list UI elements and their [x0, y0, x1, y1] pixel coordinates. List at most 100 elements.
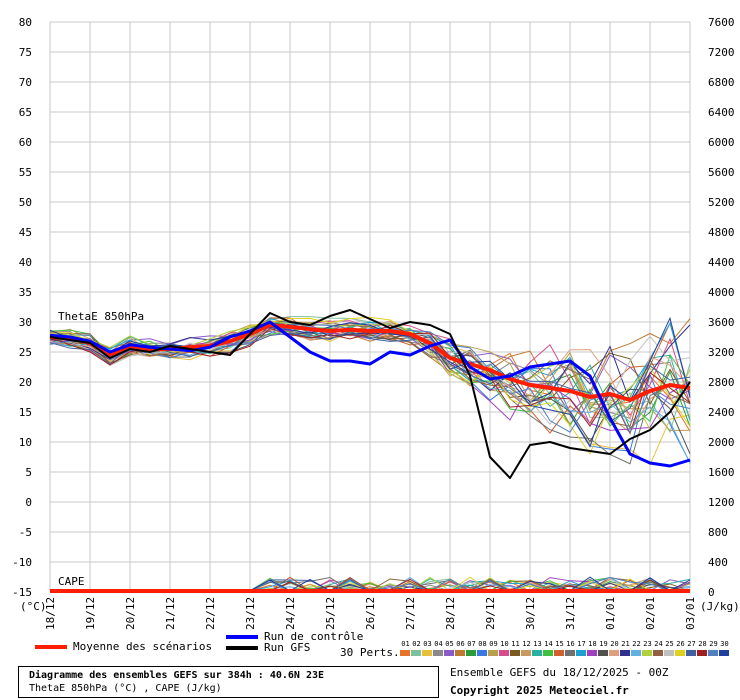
x-tick-label: 21/12: [164, 597, 177, 630]
y-right-tick-label: 1200: [708, 496, 735, 509]
thetae-annotation: ThetaE 850hPa: [58, 310, 144, 323]
pert-legend-item: 26: [675, 640, 686, 656]
perturbation-line: [49, 325, 691, 427]
pert-legend-item: 01: [400, 640, 411, 656]
mean-legend-label: Moyenne des scénarios: [73, 640, 213, 653]
y-right-tick-label: 1600: [708, 466, 735, 479]
pert-legend-item: 07: [466, 640, 477, 656]
diagram-subtitle: ThetaE 850hPa (°C) , CAPE (J/kg): [29, 683, 222, 694]
y-left-tick-label: 50: [19, 196, 32, 209]
x-tick-label: 28/12: [444, 597, 457, 630]
gfs-legend-label: Run GFS: [264, 641, 311, 654]
y-left-tick-label: 80: [19, 16, 32, 29]
mean-legend-swatch: [35, 645, 67, 649]
pert-legend-swatch: [587, 650, 597, 656]
pert-legend-item: 29: [708, 640, 719, 656]
x-tick-label: 01/01: [604, 597, 617, 630]
y-left-tick-label: 25: [19, 346, 32, 359]
pert-legend-swatch: [598, 650, 608, 656]
pert-legend-item: 08: [477, 640, 488, 656]
y-right-tick-label: 6400: [708, 106, 735, 119]
y-right-tick-label: 400: [708, 556, 728, 569]
tick-labels: 80 7600 75 7200 70 6800 65 6400 60 6000 55 5600 50 52…: [12, 16, 734, 630]
pert-legend-swatch: [521, 650, 531, 656]
pert-legend-swatch: [510, 650, 520, 656]
pert-legend-item: 18: [587, 640, 598, 656]
x-tick-label: 20/12: [124, 597, 137, 630]
pert-legend-swatch: [653, 650, 663, 656]
series-line: [49, 309, 691, 479]
pert-legend-item: 16: [565, 640, 576, 656]
y-right-tick-label: 6000: [708, 136, 735, 149]
perturbation-legend: 01 02 03 04 05 06 07 08 09 10 11 12 13 14 15 16 17 18 19 20…: [400, 640, 730, 658]
y-left-tick-label: 40: [19, 256, 32, 269]
x-tick-label: 02/01: [644, 597, 657, 630]
perturbation-line: [49, 316, 691, 448]
x-tick-label: 22/12: [204, 597, 217, 630]
pert-legend-swatch: [642, 650, 652, 656]
y-left-tick-label: 75: [19, 46, 32, 59]
control-legend-label: Run de contrôle: [264, 630, 364, 643]
pert-legend-swatch: [675, 650, 685, 656]
x-tick-label: 26/12: [364, 597, 377, 630]
pert-legend-item: 15: [554, 640, 565, 656]
pert-legend-swatch: [455, 650, 465, 656]
y-right-tick-label: 2400: [708, 406, 735, 419]
grid: [49, 21, 691, 593]
y-left-tick-label: 30: [19, 316, 32, 329]
pert-legend-item: 30: [719, 640, 730, 656]
y-right-tick-label: 4000: [708, 286, 735, 299]
pert-legend-swatch: [477, 650, 487, 656]
y-left-tick-label: 65: [19, 106, 32, 119]
pert-legend-swatch: [719, 650, 729, 656]
perts-legend-label: 30 Perts.: [340, 646, 400, 659]
y-left-tick-label: 55: [19, 166, 32, 179]
pert-legend-swatch: [631, 650, 641, 656]
pert-legend-swatch: [499, 650, 509, 656]
pert-legend-item: 05: [444, 640, 455, 656]
y-right-tick-label: 6800: [708, 76, 735, 89]
pert-legend-item: 14: [543, 640, 554, 656]
pert-legend-item: 21: [620, 640, 631, 656]
x-tick-label: 18/12: [44, 597, 57, 630]
pert-legend-item: 06: [455, 640, 466, 656]
pert-legend-item: 02: [411, 640, 422, 656]
x-tick-label: 25/12: [324, 597, 337, 630]
y-right-tick-label: 5200: [708, 196, 735, 209]
series-line: [49, 320, 691, 468]
pert-legend-item: 13: [532, 640, 543, 656]
y-left-tick-label: -5: [19, 526, 32, 539]
y-right-tick-label: 3200: [708, 346, 735, 359]
pert-legend-swatch: [664, 650, 674, 656]
pert-legend-swatch: [576, 650, 586, 656]
pert-legend-swatch: [422, 650, 432, 656]
y-right-tick-label: 7600: [708, 16, 735, 29]
pert-legend-swatch: [554, 650, 564, 656]
pert-legend-swatch: [532, 650, 542, 656]
pert-legend-swatch: [565, 650, 575, 656]
pert-legend-item: 17: [576, 640, 587, 656]
pert-legend-item: 22: [631, 640, 642, 656]
y-left-tick-label: 70: [19, 76, 32, 89]
pert-legend-swatch: [444, 650, 454, 656]
x-tick-label: 19/12: [84, 597, 97, 630]
pert-legend-swatch: [620, 650, 630, 656]
y-right-tick-label: 0: [708, 586, 715, 599]
y-left-tick-label: -10: [12, 556, 32, 569]
y-right-tick-label: 2000: [708, 436, 735, 449]
y-right-tick-label: 4800: [708, 226, 735, 239]
y-right-tick-label: 7200: [708, 46, 735, 59]
x-tick-label: 30/12: [524, 597, 537, 630]
pert-legend-item: 03: [422, 640, 433, 656]
x-tick-label: 03/01: [684, 597, 697, 630]
y-right-tick-label: 5600: [708, 166, 735, 179]
pert-legend-item: 10: [499, 640, 510, 656]
pert-legend-swatch: [543, 650, 553, 656]
y-right-tick-label: 4400: [708, 256, 735, 269]
y-left-tick-label: 35: [19, 286, 32, 299]
info-box: Diagramme des ensembles GEFS sur 384h : …: [18, 666, 439, 698]
y-left-tick-label: 60: [19, 136, 32, 149]
perturbation-line: [49, 318, 691, 398]
pert-legend-swatch: [708, 650, 718, 656]
pert-legend-item: 11: [510, 640, 521, 656]
